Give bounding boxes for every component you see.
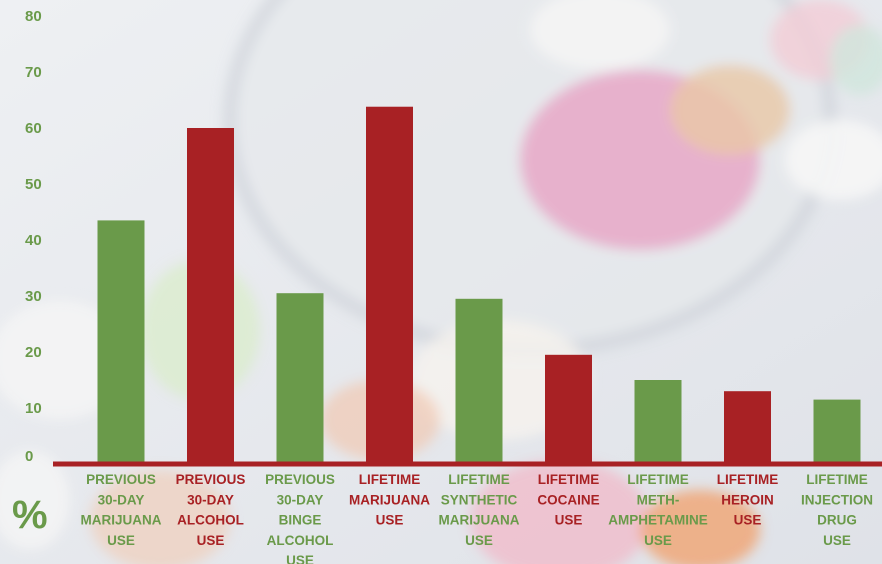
category-label-line: ALCOHOL [177,513,244,528]
y-tick-label: 40 [25,232,42,249]
y-tick-label: 50 [25,176,42,193]
category-label-line: USE [465,533,493,548]
y-tick-label: 30 [25,288,42,305]
category-labels: PREVIOUS 30-DAY MARIJUANA USE PREVIOUS 30-DAY… [81,472,874,564]
bar [813,399,861,464]
bar [366,106,413,464]
category-label-line: USE [107,533,135,548]
category-label-line: USE [734,513,762,528]
category-label: PREVIOUS 30-DAY BINGE ALCOHOL USE [265,472,335,564]
category-label-line: 30-DAY [98,492,145,507]
category-label-line: DRUG [817,513,857,528]
category-label-line: USE [197,533,225,548]
category-label-line: PREVIOUS [86,472,156,487]
category-label-line: USE [555,513,583,528]
bar [97,220,145,464]
category-label: PREVIOUS 30-DAY ALCOHOL USE [176,472,246,548]
category-label: LIFETIME HEROIN USE [717,472,779,528]
category-label-line: LIFETIME [627,472,689,487]
category-label-line: PREVIOUS [265,472,335,487]
category-label-line: ALCOHOL [267,533,334,548]
category-label-line: LIFETIME [448,472,510,487]
category-label-line: LIFETIME [717,472,779,487]
y-axis-label: % [12,493,48,537]
category-label: LIFETIME INJECTION DRUG USE [801,472,873,548]
category-label-line: PREVIOUS [176,472,246,487]
y-tick-label: 0 [25,448,33,465]
y-tick-label: 80 [25,8,42,25]
category-label-line: USE [286,553,314,564]
category-label: LIFETIME COCAINE USE [537,472,599,528]
category-label-line: LIFETIME [538,472,600,487]
category-label-line: USE [823,533,851,548]
y-tick-label: 20 [25,344,42,361]
category-label-line: HEROIN [721,492,774,507]
category-label-line: INJECTION [801,492,873,507]
category-label: PREVIOUS 30-DAY MARIJUANA USE [81,472,162,548]
category-label-line: AMPHETAMINE [608,513,708,528]
category-label: LIFETIME METH- AMPHETAMINE USE [608,472,708,548]
bar [455,298,503,464]
category-label-line: MARIJUANA [349,492,430,507]
y-tick-label: 10 [25,400,42,417]
bar [276,293,324,464]
bar [545,354,592,464]
category-label-line: USE [376,513,404,528]
category-label-line: SYNTHETIC [441,492,518,507]
y-tick-label: 70 [25,64,42,81]
y-axis-ticks: 80 70 60 50 40 30 20 10 0 [25,8,42,465]
y-tick-label: 60 [25,120,42,137]
category-label-line: USE [644,533,672,548]
bar [724,391,771,464]
category-label-line: COCAINE [537,492,599,507]
category-label-line: MARIJUANA [439,513,520,528]
category-label-line: LIFETIME [359,472,421,487]
bar [187,128,234,464]
category-label-line: MARIJUANA [81,513,162,528]
bars [97,106,861,464]
bar [634,380,682,464]
category-label: LIFETIME MARIJUANA USE [349,472,430,528]
category-label-line: 30-DAY [277,492,324,507]
category-label-line: LIFETIME [806,472,868,487]
category-label-line: 30-DAY [187,492,234,507]
category-label: LIFETIME SYNTHETIC MARIJUANA USE [439,472,520,548]
category-label-line: METH- [637,492,680,507]
category-label-line: BINGE [279,513,322,528]
